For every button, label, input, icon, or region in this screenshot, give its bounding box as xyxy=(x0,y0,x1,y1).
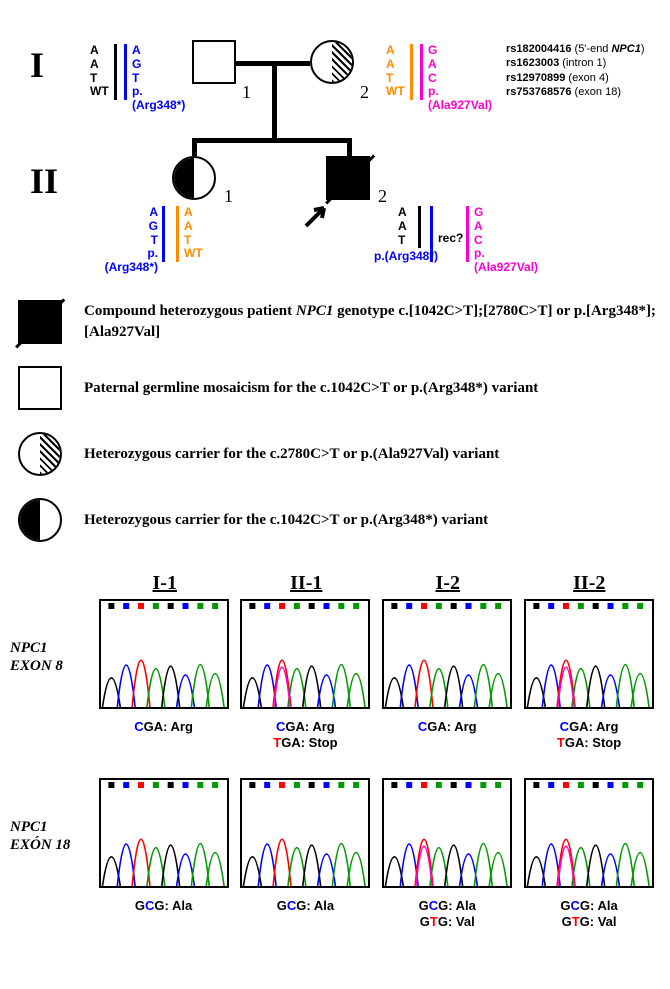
chromatogram-cell: ︸GCG: AlaGTG: Val xyxy=(380,778,514,929)
codon-label: CGA: ArgTGA: Stop xyxy=(238,719,372,750)
pedigree-I1 xyxy=(192,40,236,84)
codon-label: GCG: AlaGTG: Val xyxy=(522,898,656,929)
legend-symbol-compound-het xyxy=(10,300,70,344)
gene-exon-label: NPC1EXÓN 18 xyxy=(10,778,93,929)
person-number: 1 xyxy=(224,186,233,207)
codon-label: GCG: AlaGTG: Val xyxy=(380,898,514,929)
chromatogram-trace xyxy=(240,599,370,709)
generation-label: II xyxy=(30,160,58,202)
chromatogram-cell: ︸GCG: AlaGTG: Val xyxy=(522,778,656,929)
legend-text: Compound heterozygous patient NPC1 genot… xyxy=(84,301,660,343)
legend-symbol-circle-hatch xyxy=(10,432,70,476)
chromatogram-trace xyxy=(382,599,512,709)
pedigree-line xyxy=(192,138,197,156)
codon-label: GCG: Ala xyxy=(97,898,231,914)
snp-ids: rs182004416 (5'-end NPC1) rs1623003 (int… xyxy=(506,42,645,99)
chromatogram-trace xyxy=(99,599,229,709)
chroma-header: II-2 xyxy=(523,572,657,595)
chromatogram-trace xyxy=(382,778,512,888)
legend-text: Heterozygous carrier for the c.2780C>T o… xyxy=(84,444,499,465)
legend-row: Heterozygous carrier for the c.2780C>T o… xyxy=(10,432,660,476)
chromatogram-cell: ︸GCG: Ala xyxy=(97,778,231,929)
proband-arrow-icon xyxy=(302,198,334,230)
legend-text: Paternal germline mosaicism for the c.10… xyxy=(84,378,538,399)
allele-II1-right: A A T WT xyxy=(176,206,218,266)
legend-row: Compound heterozygous patient NPC1 genot… xyxy=(10,300,660,344)
chromatogram-trace xyxy=(99,778,229,888)
pedigree-II1 xyxy=(172,156,216,200)
allele-II1-left: A G T p.(Arg348*) xyxy=(98,206,178,266)
allele-I2-right: G A C p.(Ala927Val) xyxy=(420,44,500,104)
legend-row: Paternal germline mosaicism for the c.10… xyxy=(10,366,660,410)
pedigree-line xyxy=(272,61,277,141)
chromatogram-trace xyxy=(240,778,370,888)
chromatogram-cell: ︸CGA: ArgTGA: Stop xyxy=(238,599,372,750)
generation-label: I xyxy=(30,44,44,86)
legend: Compound heterozygous patient NPC1 genot… xyxy=(10,300,660,542)
figure: I II 1 2 1 2 xyxy=(0,0,670,963)
chroma-header: I-2 xyxy=(381,572,515,595)
chromatogram-cell: ︸CGA: ArgTGA: Stop xyxy=(522,599,656,750)
chromatogram-cell: ︸CGA: Arg xyxy=(97,599,231,750)
codon-label: CGA: Arg xyxy=(380,719,514,735)
chromatogram-cell: ︸GCG: Ala xyxy=(238,778,372,929)
chromatogram-row: NPC1EXON 8︸CGA: Arg︸CGA: ArgTGA: Stop︸CG… xyxy=(10,599,660,750)
person-number: 1 xyxy=(242,82,251,103)
legend-symbol-square-empty xyxy=(10,366,70,410)
legend-text: Heterozygous carrier for the c.1042C>T o… xyxy=(84,510,488,531)
pedigree-chart: I II 1 2 1 2 xyxy=(10,10,660,290)
chromatogram-section: I-1 II-1 I-2 II-2 NPC1EXON 8︸CGA: Arg︸CG… xyxy=(10,572,660,953)
allele-II2-right: G A C p.(Ala927Val) xyxy=(466,206,546,266)
chroma-header: I-1 xyxy=(98,572,232,595)
chromatogram-row: NPC1EXÓN 18︸GCG: Ala︸GCG: Ala︸GCG: AlaGT… xyxy=(10,778,660,929)
legend-symbol-circle-fill xyxy=(10,498,70,542)
chromatogram-headers: I-1 II-1 I-2 II-2 xyxy=(94,572,660,595)
legend-row: Heterozygous carrier for the c.1042C>T o… xyxy=(10,498,660,542)
person-number: 2 xyxy=(378,186,387,207)
person-number: 2 xyxy=(360,82,369,103)
gene-exon-label: NPC1EXON 8 xyxy=(10,599,93,750)
chromatogram-trace xyxy=(524,778,654,888)
codon-label: CGA: ArgTGA: Stop xyxy=(522,719,656,750)
pedigree-line xyxy=(347,138,352,156)
codon-label: GCG: Ala xyxy=(238,898,372,914)
allele-I1-left: A A T WT xyxy=(84,44,126,104)
pedigree-I2 xyxy=(310,40,354,84)
chromatogram-cell: ︸CGA: Arg xyxy=(380,599,514,750)
chromatogram-trace xyxy=(524,599,654,709)
chroma-header: II-1 xyxy=(240,572,374,595)
codon-label: CGA: Arg xyxy=(97,719,231,735)
allele-I2-left: A A T WT xyxy=(380,44,422,104)
allele-I1-right: A G T p.(Arg348*) xyxy=(124,44,194,104)
pedigree-line xyxy=(192,138,352,143)
